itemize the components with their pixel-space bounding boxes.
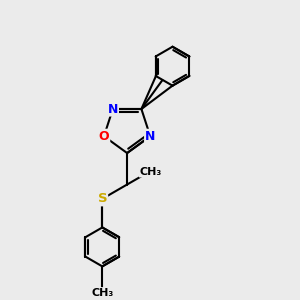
Text: N: N: [108, 103, 118, 116]
Text: CH₃: CH₃: [91, 288, 113, 298]
Text: CH₃: CH₃: [140, 167, 162, 177]
Text: N: N: [145, 130, 155, 143]
Text: S: S: [98, 192, 107, 205]
Text: O: O: [99, 130, 109, 143]
